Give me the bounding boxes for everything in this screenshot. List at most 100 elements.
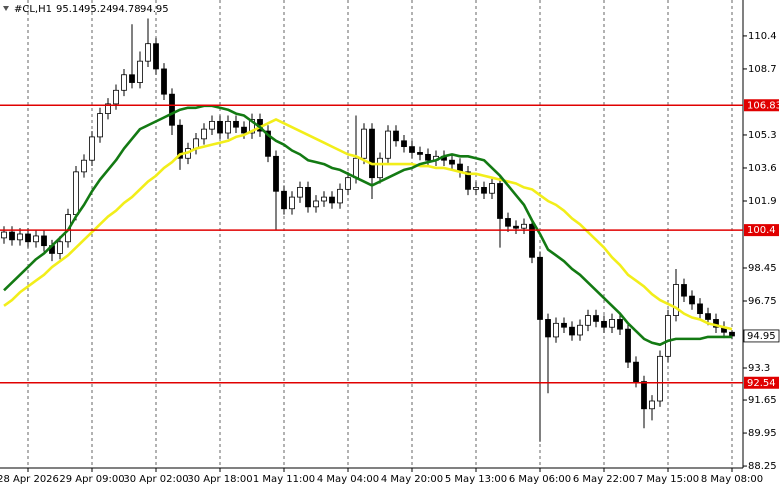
level-label-box <box>744 224 779 237</box>
candle-body <box>673 284 679 316</box>
x-tick-label: 28 Apr 2026 <box>0 474 59 485</box>
price-label: 94.95 <box>747 331 776 342</box>
y-tick-label: 103.6 <box>748 163 777 174</box>
y-tick-label: 88.25 <box>748 461 777 472</box>
candle-body <box>369 128 375 179</box>
candle-body <box>633 361 639 382</box>
x-tick-label: 4 May 04:00 <box>317 474 379 485</box>
candle-body <box>729 331 735 337</box>
candle-body <box>153 43 159 70</box>
candle-body <box>617 319 623 330</box>
candle-body <box>561 322 567 328</box>
candle-body <box>657 355 663 402</box>
candle-body <box>313 200 319 208</box>
candle-body <box>569 326 575 336</box>
candle-body <box>593 315 599 322</box>
x-tick-label: 4 May 20:00 <box>381 474 443 485</box>
candle-body <box>305 186 311 208</box>
candle-body <box>377 157 383 179</box>
candle-body <box>57 241 63 254</box>
header-high: 95.24 <box>84 4 113 15</box>
candle-body <box>417 152 423 155</box>
candle-body <box>81 159 87 173</box>
candle-body <box>345 177 351 190</box>
candle-body <box>129 74 135 83</box>
candle-body <box>329 196 335 204</box>
candle-body <box>473 186 479 190</box>
candle-body <box>137 60 143 83</box>
ma-line <box>3 104 732 346</box>
candle-body <box>689 295 695 305</box>
candle-body <box>601 320 607 328</box>
x-tick-label: 7 May 15:00 <box>637 474 699 485</box>
x-tick-label: 6 May 22:00 <box>573 474 635 485</box>
candle-body <box>89 136 95 161</box>
candle-body <box>353 157 359 179</box>
candle-body <box>425 153 431 161</box>
header-icon <box>3 6 9 11</box>
price-label-box <box>743 329 780 343</box>
candle-body <box>697 303 703 315</box>
candle-body <box>409 146 415 153</box>
candle-body <box>161 68 167 95</box>
y-tick-label: 93.3 <box>748 363 770 374</box>
y-tick-label: 91.65 <box>748 395 777 406</box>
candle-body <box>529 223 535 258</box>
candle-body <box>521 223 527 229</box>
candle-body <box>273 155 279 192</box>
candle-body <box>281 190 287 210</box>
candle-body <box>33 235 39 243</box>
candle-body <box>545 319 551 338</box>
candle-body <box>641 381 647 410</box>
x-tick-label: 29 Apr 09:00 <box>59 474 124 485</box>
candle-body <box>577 324 583 336</box>
candle-body <box>17 233 23 241</box>
candle-body <box>481 186 487 194</box>
y-tick-label: 96.75 <box>748 296 777 307</box>
candle-body <box>505 218 511 227</box>
header-low: 94.78 <box>112 4 141 15</box>
level-label-box <box>744 376 779 389</box>
candle-body <box>9 231 15 241</box>
level-label: 100.4 <box>747 225 776 236</box>
candle-body <box>145 43 151 62</box>
candle-body <box>225 120 231 134</box>
header-close: 94.95 <box>140 4 169 15</box>
candle-body <box>497 183 503 219</box>
candle-body <box>201 128 207 140</box>
candle-body <box>553 322 559 338</box>
candle-body <box>449 159 455 165</box>
candle-body <box>233 120 239 128</box>
candle-body <box>209 120 215 130</box>
candle-body <box>105 103 111 115</box>
candle-body <box>73 171 79 215</box>
y-tick-label: 110.4 <box>748 31 777 42</box>
candle-body <box>625 328 631 363</box>
candle-body <box>1 231 7 239</box>
candle-body <box>385 130 391 159</box>
chart-title: #CL,H1 <box>14 4 52 15</box>
candle-body <box>665 315 671 357</box>
candle-body <box>393 130 399 142</box>
x-tick-label: 8 May 08:00 <box>701 474 763 485</box>
header-open: 95.14 <box>56 4 85 15</box>
x-tick-label: 30 Apr 02:00 <box>123 474 188 485</box>
candle-body <box>289 196 295 210</box>
candle-body <box>297 186 303 198</box>
level-label: 106.83 <box>747 100 781 111</box>
candle-body <box>97 113 103 138</box>
ma-line <box>3 118 733 331</box>
candle-body <box>113 89 119 105</box>
x-tick-label: 1 May 11:00 <box>253 474 315 485</box>
level-label-box <box>744 99 779 112</box>
candle-body <box>465 171 471 190</box>
candle-body <box>681 284 687 297</box>
candle-body <box>265 130 271 157</box>
candle-body <box>361 128 367 159</box>
candle-body <box>177 124 183 159</box>
y-tick-label: 98.45 <box>748 263 777 274</box>
y-tick-label: 105.3 <box>748 130 777 141</box>
